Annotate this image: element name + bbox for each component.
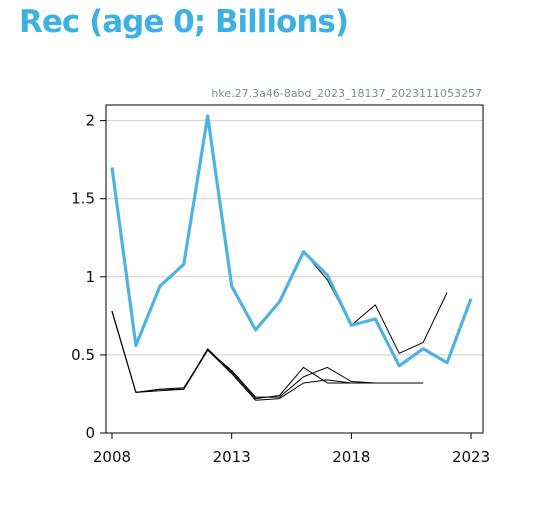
plot-frame [105,104,484,434]
current-assessment-line [110,114,473,368]
y-tick-label-1: 0.5 [71,346,95,364]
previous-assessment-line-3 [111,311,400,398]
previous-assessment-line-4 [111,311,424,401]
y-tick-label-4: 2 [85,112,95,130]
previous-assessment-line-1 [111,115,448,354]
stock-assessment-id: hke.27.3a46-8abd_2023_18137_202311105325… [211,87,482,100]
series-lines [110,114,473,401]
x-tick-label-2: 2018 [332,448,370,466]
gridlines [106,120,483,356]
y-tick-label-2: 1 [85,268,95,286]
chart-title: Rec (age 0; Billions) [19,4,349,40]
y-tick-label-0: 0 [85,424,95,442]
axes: 0 0.5 1 1.5 2 2008 2013 2018 2023 [71,112,490,466]
y-tick-label-3: 1.5 [71,190,95,208]
x-tick-label-0: 2008 [93,448,131,466]
x-tick-label-1: 2013 [213,448,251,466]
x-tick-label-3: 2023 [452,448,490,466]
